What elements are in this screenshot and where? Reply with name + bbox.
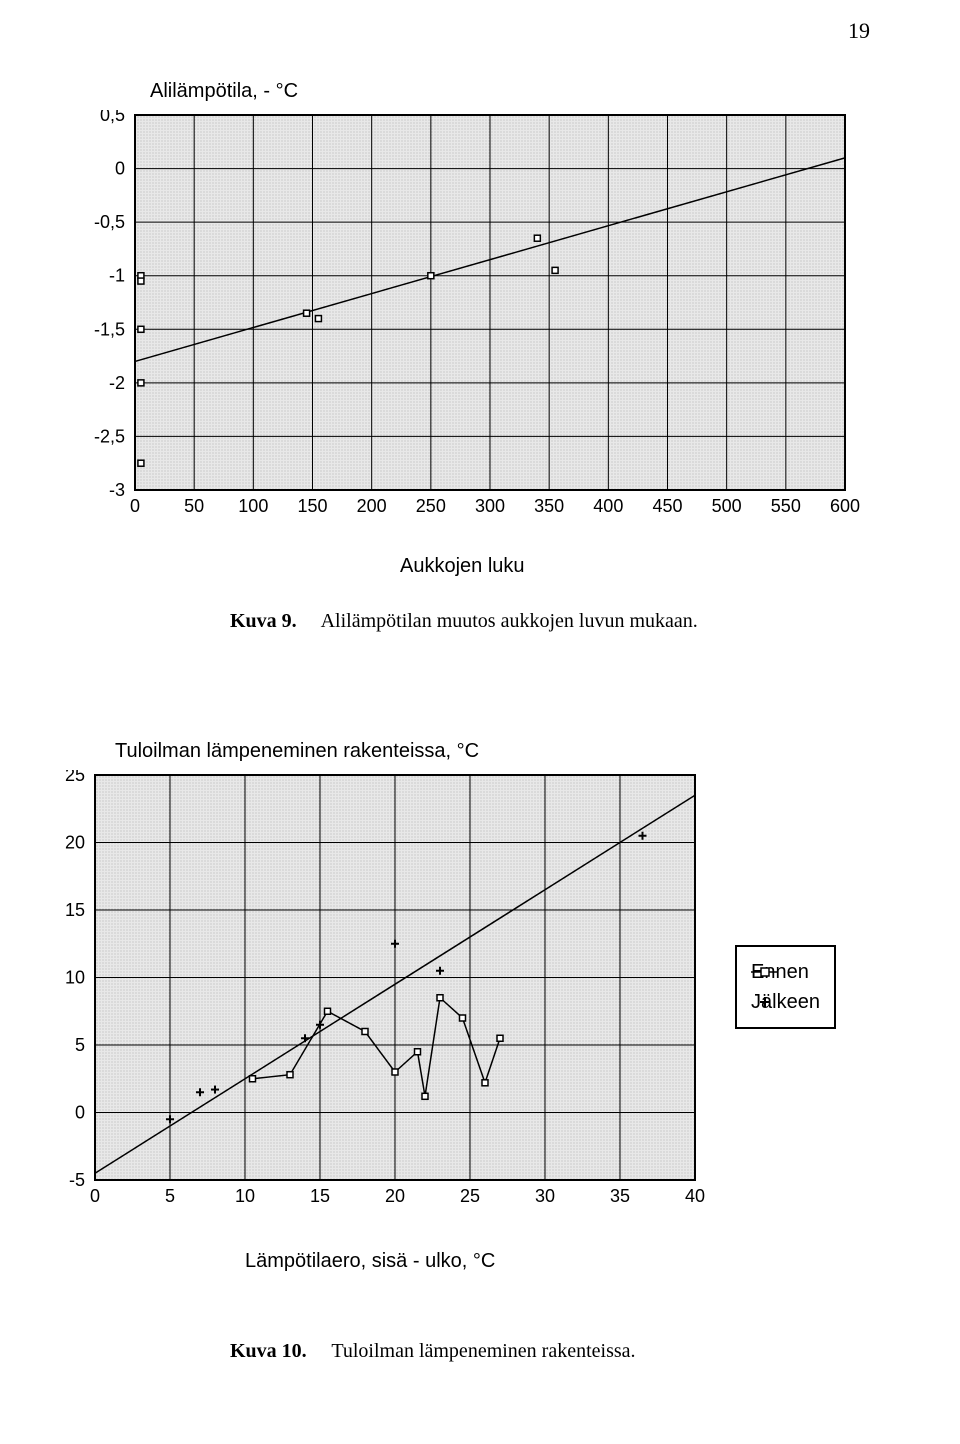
svg-text:500: 500 bbox=[712, 496, 742, 516]
chart2-title: Tuloilman lämpeneminen rakenteissa, °C bbox=[115, 740, 479, 763]
svg-text:5: 5 bbox=[75, 1035, 85, 1055]
svg-text:-5: -5 bbox=[69, 1170, 85, 1190]
caption1-label: Kuva 9. bbox=[230, 610, 297, 632]
svg-text:-1,5: -1,5 bbox=[94, 319, 125, 339]
chart2-plot: 05101520253035402520151050-5 bbox=[45, 770, 705, 1220]
svg-text:250: 250 bbox=[416, 496, 446, 516]
svg-text:35: 35 bbox=[610, 1186, 630, 1206]
chart1-xlabel: Aukkojen luku bbox=[400, 555, 525, 578]
svg-text:10: 10 bbox=[235, 1186, 255, 1206]
svg-text:550: 550 bbox=[771, 496, 801, 516]
svg-text:0,5: 0,5 bbox=[100, 110, 125, 125]
svg-text:350: 350 bbox=[534, 496, 564, 516]
plus-icon bbox=[751, 995, 777, 1009]
svg-text:0: 0 bbox=[115, 159, 125, 179]
caption2-label: Kuva 10. bbox=[230, 1340, 307, 1362]
chart1-title: Alilämpötila, - °C bbox=[150, 80, 298, 103]
chart1-plot: 0 50 100 150 200 250 300 350 400 450 500 550 600 0,5 0… bbox=[80, 110, 860, 530]
svg-text:-2: -2 bbox=[109, 373, 125, 393]
svg-text:-3: -3 bbox=[109, 480, 125, 500]
svg-text:50: 50 bbox=[184, 496, 204, 516]
svg-text:0: 0 bbox=[75, 1103, 85, 1123]
page: 19 Alilämpötila, - °C 050100150200250300… bbox=[0, 0, 960, 1444]
svg-text:20: 20 bbox=[65, 833, 85, 853]
svg-text:40: 40 bbox=[685, 1186, 705, 1206]
legend-item-jalkeen: Jälkeen bbox=[751, 987, 820, 1017]
svg-text:150: 150 bbox=[297, 496, 327, 516]
svg-text:400: 400 bbox=[593, 496, 623, 516]
svg-text:10: 10 bbox=[65, 968, 85, 988]
caption1: Kuva 9. Alilämpötilan muutos aukkojen lu… bbox=[230, 610, 698, 633]
svg-text:100: 100 bbox=[238, 496, 268, 516]
svg-text:-2,5: -2,5 bbox=[94, 426, 125, 446]
chart2-xlabel: Lämpötilaero, sisä - ulko, °C bbox=[245, 1250, 495, 1273]
legend-item-ennen: Ennen bbox=[751, 957, 820, 987]
svg-text:30: 30 bbox=[535, 1186, 555, 1206]
caption2: Kuva 10. Tuloilman lämpeneminen rakentei… bbox=[230, 1340, 636, 1363]
svg-text:0: 0 bbox=[130, 496, 140, 516]
svg-text:-1: -1 bbox=[109, 266, 125, 286]
svg-text:25: 25 bbox=[65, 770, 85, 785]
caption1-text: Alilämpötilan muutos aukkojen luvun muka… bbox=[321, 610, 698, 632]
chart2-legend: Ennen Jälkeen bbox=[735, 945, 836, 1029]
svg-text:15: 15 bbox=[65, 900, 85, 920]
svg-text:25: 25 bbox=[460, 1186, 480, 1206]
svg-text:600: 600 bbox=[830, 496, 860, 516]
svg-text:200: 200 bbox=[357, 496, 387, 516]
svg-text:5: 5 bbox=[165, 1186, 175, 1206]
page-number: 19 bbox=[848, 18, 870, 44]
svg-text:300: 300 bbox=[475, 496, 505, 516]
svg-text:450: 450 bbox=[652, 496, 682, 516]
svg-text:-0,5: -0,5 bbox=[94, 212, 125, 232]
svg-text:0: 0 bbox=[90, 1186, 100, 1206]
svg-text:20: 20 bbox=[385, 1186, 405, 1206]
caption2-text: Tuloilman lämpeneminen rakenteissa. bbox=[331, 1340, 635, 1362]
svg-text:15: 15 bbox=[310, 1186, 330, 1206]
square-line-icon bbox=[751, 965, 777, 979]
